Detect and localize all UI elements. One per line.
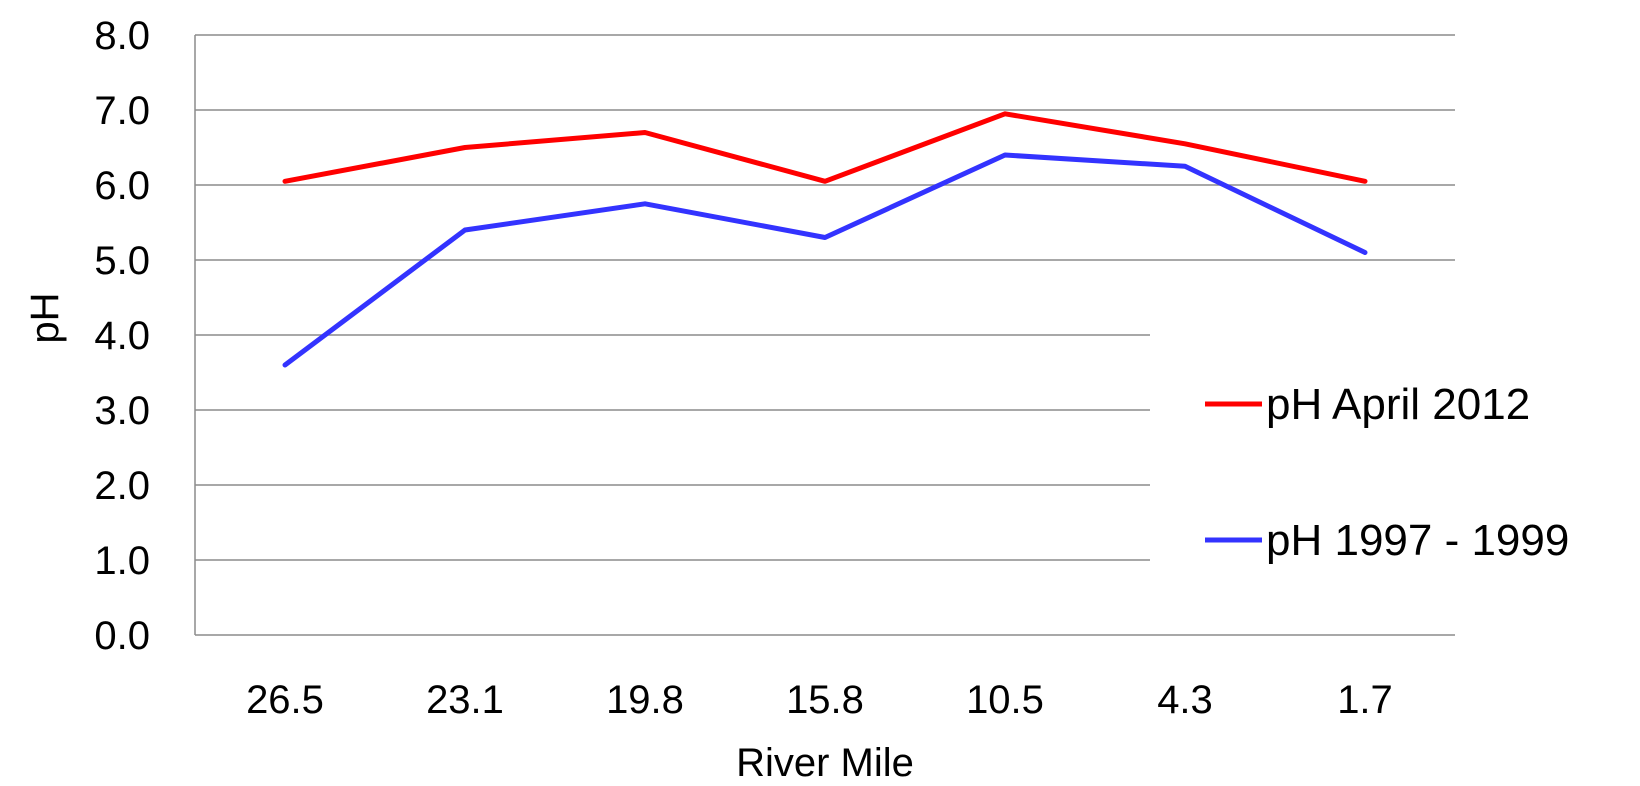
- x-tick-label: 10.5: [966, 678, 1044, 722]
- y-tick-labels: 0.0 1.0 2.0 3.0 4.0 5.0 6.0 7.0 8.0: [94, 14, 150, 658]
- y-tick-label: 2.0: [94, 464, 150, 508]
- legend-label-1: pH April 2012: [1266, 380, 1530, 429]
- y-tick-label: 7.0: [94, 89, 150, 133]
- y-tick-label: 0.0: [94, 614, 150, 658]
- x-axis-title: River Mile: [736, 741, 914, 785]
- series-line-1: [282, 111, 1368, 184]
- y-tick-label: 4.0: [94, 314, 150, 358]
- y-tick-label: 1.0: [94, 539, 150, 583]
- axes: [194, 35, 1455, 636]
- x-tick-label: 15.8: [786, 678, 864, 722]
- x-tick-label: 26.5: [246, 678, 324, 722]
- series-line-2: [282, 152, 1368, 368]
- gridlines: [195, 34, 1455, 561]
- x-tick-label: 1.7: [1337, 678, 1393, 722]
- x-tick-label: 23.1: [426, 678, 504, 722]
- y-axis-title: pH: [23, 292, 67, 343]
- y-tick-label: 3.0: [94, 389, 150, 433]
- x-tick-label: 4.3: [1157, 678, 1213, 722]
- y-tick-label: 8.0: [94, 14, 150, 58]
- legend: pH April 2012 pH 1997 - 1999: [1205, 380, 1569, 565]
- x-tick-labels: 26.5 23.1 19.8 15.8 10.5 4.3 1.7: [246, 678, 1393, 722]
- legend-label-2: pH 1997 - 1999: [1266, 516, 1569, 565]
- x-tick-label: 19.8: [606, 678, 684, 722]
- series-lines: [282, 111, 1368, 368]
- y-tick-label: 5.0: [94, 239, 150, 283]
- y-tick-label: 6.0: [94, 164, 150, 208]
